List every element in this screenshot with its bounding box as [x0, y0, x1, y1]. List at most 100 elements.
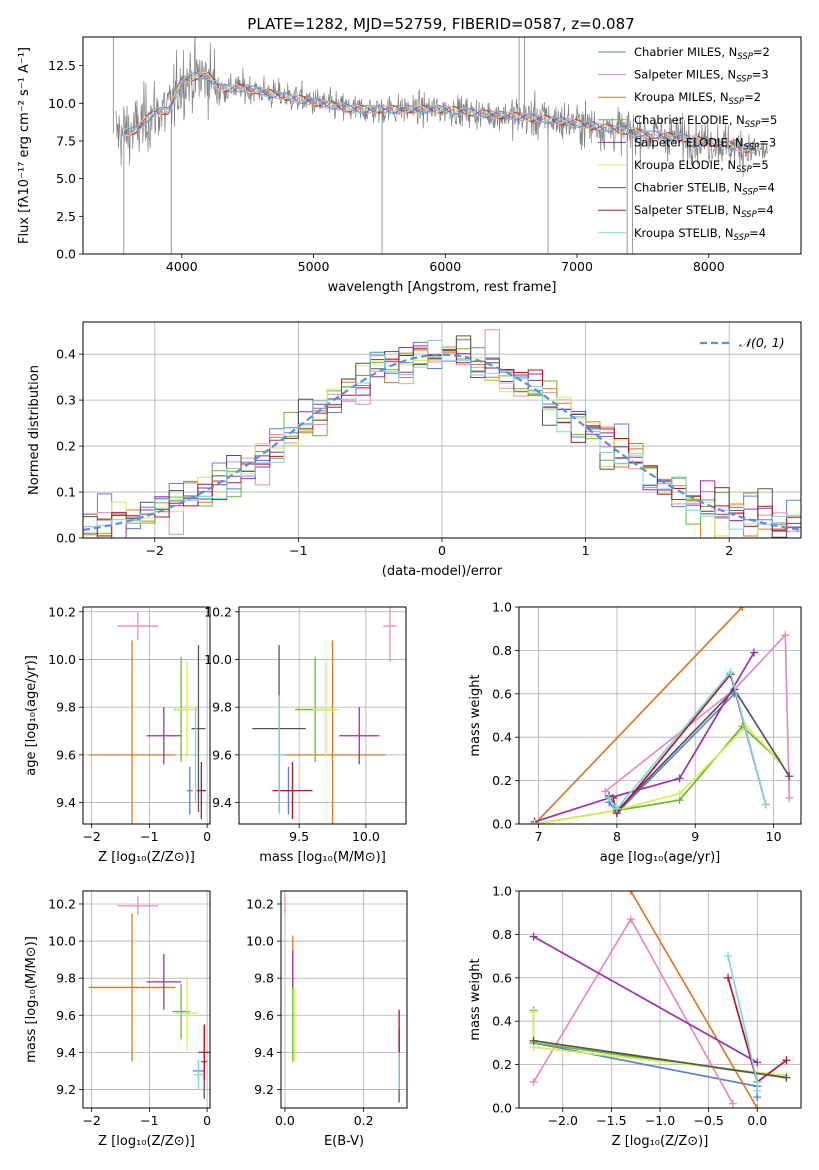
weight-marker: [785, 772, 794, 781]
legend-label: Kroupa STELIB, NSSP=4: [634, 226, 766, 243]
weight-vs-Z-panel: −2.0 −1.5 −1.0 −0.5 0.0 0.0 0.2 0.4 0.6 0.8 1.0 Z […: [468, 884, 802, 1149]
legend-label: Kroupa MILES, NSSP=2: [634, 90, 761, 107]
age-vs-Z-ytick-label: 9.4: [56, 795, 76, 810]
mass-vs-EBV-frame: [280, 890, 408, 1109]
weight-marker: [675, 789, 684, 798]
legend-label: Salpeter STELIB, NSSP=4: [634, 203, 774, 220]
mass-vs-EBV-xlabel: E(B-V): [324, 1134, 364, 1149]
spectrum-model-line: [123, 73, 755, 155]
legend-label-main: Salpeter MILES, N: [634, 68, 736, 82]
weight-marker: [605, 793, 614, 802]
weight-vs-Z-xlabel: Z [log₁₀(Z/Z⊙)]: [612, 1134, 709, 1149]
residuals-xtick-label: 0: [438, 543, 446, 558]
mass-vs-Z-plot-area: [83, 891, 210, 1108]
weight-marker: [750, 648, 758, 657]
spectrum-ytick-label: 2.5: [56, 209, 76, 224]
legend-label-suffix: =4: [749, 226, 766, 240]
weight-marker: [626, 891, 635, 895]
weight-vs-Z-ytick-label: 0.2: [492, 1057, 512, 1072]
weight-vs-age-ylabel: mass weight: [468, 674, 483, 756]
legend-label: 𝒩(0, 1): [739, 335, 785, 350]
weight-line: [608, 670, 767, 811]
spectrum-model-line: [123, 72, 755, 152]
legend-label-sub: SSP: [744, 142, 760, 152]
mass-vs-Z-data-layer: [83, 891, 210, 1108]
weight-marker: [738, 607, 747, 611]
mass-vs-EBV-ytick-label: 9.4: [254, 1045, 274, 1060]
residuals-xtick-label: 1: [582, 543, 590, 558]
weight-vs-Z-ytick-label: 1.0: [492, 884, 512, 899]
weight-vs-Z-ytick-label: 0.0: [492, 1101, 512, 1116]
age-vs-mass-ytick-label: 9.8: [212, 700, 232, 715]
spectrum-panel: 4000 5000 6000 7000 8000 0.0 2.5 5.0 7.5 10.0 12.5…: [17, 36, 802, 295]
weight-vs-age-xtick-label: 10: [766, 829, 782, 844]
legend-label-main: Chabrier STELIB, N: [634, 181, 742, 195]
weight-vs-Z-xtick-label: 0.0: [747, 1113, 767, 1128]
weight-marker: [529, 932, 538, 941]
spectrum-ytick-label: 0.0: [56, 247, 76, 262]
weight-vs-age-frame: [518, 606, 802, 825]
legend-label-main: Salpeter STELIB, N: [634, 203, 741, 217]
age-vs-mass-frame: [238, 606, 407, 825]
weight-marker: [753, 1077, 762, 1086]
weight-vs-Z-xtick-label: −0.5: [693, 1113, 723, 1128]
spectrum-ytick-label: 5.0: [56, 171, 76, 186]
weight-marker: [785, 793, 794, 802]
mass-vs-Z-xtick-label: −1: [140, 1113, 158, 1128]
weight-vs-Z-data-layer: [519, 891, 801, 1108]
residuals-ytick-label: 0.3: [56, 393, 76, 408]
weight-vs-age-ytick-label: 1.0: [492, 600, 512, 615]
mass-vs-Z-ytick-label: 9.6: [56, 1008, 76, 1023]
weight-marker: [782, 1056, 791, 1065]
mass-vs-EBV-ytick-label: 9.6: [254, 1008, 274, 1023]
legend-label-sub: SSP: [742, 188, 758, 198]
weight-marker: [761, 800, 770, 809]
mass-vs-EBV-ytick-label: 9.2: [254, 1082, 274, 1097]
legend-label-sub: SSP: [734, 233, 750, 243]
legend-label: Chabrier STELIB, NSSP=4: [634, 181, 775, 198]
weight-marker: [601, 787, 610, 796]
weight-vs-Z-ytick-label: 0.6: [492, 970, 512, 985]
mass-vs-Z-ytick-label: 9.8: [56, 971, 76, 986]
age-vs-Z-data-layer: [83, 607, 210, 824]
legend-label-sub: SSP: [745, 120, 761, 130]
weight-marker: [726, 668, 735, 677]
legend-label-suffix: =4: [758, 181, 775, 195]
spectrum-xtick-label: 5000: [298, 259, 330, 274]
weight-vs-age-ytick-label: 0.8: [492, 643, 512, 658]
legend-label-sub: SSP: [736, 75, 752, 85]
legend-label: Chabrier MILES, NSSP=2: [634, 45, 770, 62]
age-vs-mass-xtick-label: 9.5: [289, 829, 309, 844]
legend-label-suffix: =2: [753, 45, 770, 59]
spectrum-frame: [82, 36, 802, 255]
figure-title: PLATE=1282, MJD=52759, FIBERID=0587, z=0…: [247, 15, 634, 33]
age-vs-Z-panel: −2 −1 0 9.4 9.6 9.8 10.0 10.2 Z [log₁₀(Z/Z⊙)] age…: [24, 604, 211, 865]
mass-vs-EBV-ytick-label: 10.0: [246, 934, 274, 949]
weight-vs-Z-xtick-label: −1.5: [596, 1113, 626, 1128]
weight-marker: [675, 774, 684, 783]
weight-vs-Z-xtick-label: −1.0: [645, 1113, 675, 1128]
age-vs-Z-xtick-label: −2: [82, 829, 100, 844]
age-vs-Z-plot-area: [83, 607, 210, 824]
legend-label-suffix: =4: [757, 203, 774, 217]
legend-label-sub: SSP: [736, 165, 752, 175]
age-vs-Z-xlabel: Z [log₁₀(Z/Z⊙)]: [98, 850, 195, 865]
residuals-ytick-label: 0.4: [56, 347, 76, 362]
mass-vs-Z-ytick-label: 9.4: [56, 1045, 76, 1060]
age-vs-Z-ytick-label: 10.2: [48, 604, 76, 619]
age-vs-mass-xlabel: mass [log₁₀(M/M⊙)]: [259, 850, 386, 865]
residuals-legend: 𝒩(0, 1): [700, 335, 785, 350]
age-vs-Z-ytick-label: 10.0: [48, 652, 76, 667]
residuals-xtick-label: −1: [289, 543, 307, 558]
legend-label: Salpeter ELODIE, NSSP=3: [634, 135, 776, 152]
weight-marker: [781, 631, 790, 640]
legend-label-sub: SSP: [729, 97, 745, 107]
legend-label-suffix: =5: [752, 158, 769, 172]
weight-marker: [724, 952, 733, 961]
weight-vs-age-xtick-label: 9: [691, 829, 699, 844]
mass-vs-Z-xtick-label: −2: [82, 1113, 100, 1128]
mass-vs-EBV-ytick-label: 9.8: [254, 971, 274, 986]
weight-vs-age-xtick-label: 8: [613, 829, 621, 844]
mass-vs-EBV-xtick-label: 0.0: [275, 1113, 295, 1128]
